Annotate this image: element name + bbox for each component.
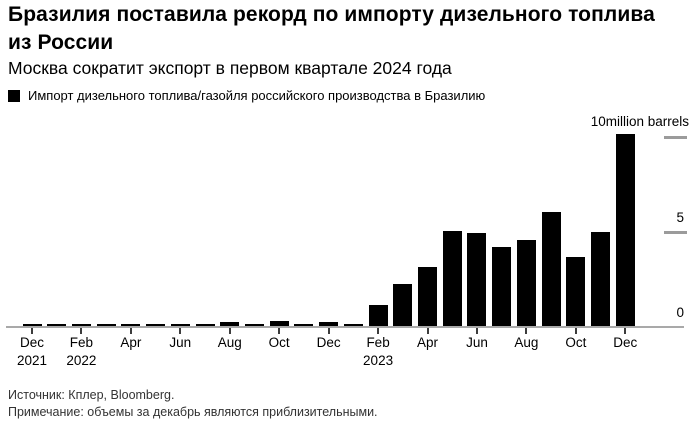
bar-nov-2022 [294,324,314,326]
bar-mar-2023 [393,284,413,326]
bar-apr-2022 [121,324,141,326]
bar-sep-2023 [541,212,561,326]
page-subtitle: Москва сократит экспорт в первом квартал… [8,58,452,78]
x-tick-label-jun: Jun [466,335,488,350]
bar-feb-2022 [71,324,91,326]
bar-may-2022 [146,324,166,326]
x-tick-label-feb2023: Feb [366,335,390,350]
x-tick-aug [525,328,528,334]
x-tick-jun [475,328,478,334]
y-axis-unit-label: 10million barrels [591,114,689,129]
y-tick-label-10: 10 [590,114,606,129]
page-title: Бразилия поставила рекорд по импорту диз… [8,3,655,54]
x-tick-label-apr: Apr [417,335,439,350]
x-tick-oct [278,328,281,334]
bar-jun-2023 [467,232,487,326]
bar-dec-2023 [615,134,635,326]
x-tick-apr [129,328,132,334]
x-tick-apr [426,328,429,334]
bar-chart: 10million barrels 5 0 Dec 2021 Feb 2022 Apr J… [0,111,692,381]
x-tick-label-dec: Dec [613,335,638,350]
x-tick-dec [327,328,330,334]
legend-label: Импорт дизельного топлива/газойля россий… [28,88,486,103]
x-tick-label-oct: Oct [268,335,290,350]
x-tick-label-dec2021: Dec [19,335,44,350]
x-tick-label-jun: Jun [169,335,192,350]
x-tick-year-2022: 2022 [66,353,97,368]
bar-jan-2022 [47,324,67,326]
x-tick-oct [574,328,577,334]
chart-legend: Импорт дизельного топлива/газойля россий… [8,88,485,103]
bar-may-2023 [442,231,462,326]
bar-aug-2022 [220,322,240,326]
bar-oct-2023 [566,256,586,326]
x-tick-label-apr: Apr [120,335,142,350]
bar-aug-2023 [516,239,536,326]
x-tick-year-2023: 2023 [363,353,394,368]
x-tick-label-dec: Dec [316,335,341,350]
bar-oct-2022 [269,321,289,326]
bar-jul-2023 [492,247,512,326]
bar-dec-2022 [319,322,339,326]
x-tick-label-aug: Aug [514,335,539,350]
x-tick-dec [624,328,627,334]
x-tick-label-feb2022: Feb [69,335,94,350]
bar-feb-2023 [368,305,388,326]
bar-nov-2023 [591,231,611,326]
bar-jun-2022 [170,324,190,326]
bar-jul-2022 [195,324,215,326]
bar-dec-2021 [22,324,42,326]
x-tick-feb2023 [377,328,380,334]
bar-apr-2023 [418,267,438,326]
x-tick-aug [228,328,231,334]
y-tick-dash-10 [664,136,687,139]
x-tick-feb2022 [80,328,83,334]
x-axis-line [6,326,684,328]
y-tick-label-5: 5 [676,210,684,225]
x-tick-label-oct: Oct [565,335,587,350]
x-tick-jun [179,328,182,334]
approximation-note: Примечание: объемы за декабрь являются п… [8,405,378,419]
legend-swatch-icon [8,89,20,102]
y-tick-label-0: 0 [676,305,684,320]
y-axis-unit-text: million barrels [605,114,689,129]
bar-jan-2023 [343,324,363,326]
x-tick-dec2021 [31,328,33,334]
x-tick-year-2021: 2021 [16,353,48,368]
x-tick-label-aug: Aug [217,335,242,350]
bar-sep-2022 [244,324,264,326]
source-note: Источник: Кплер, Bloomberg. [8,388,175,402]
y-tick-dash-5 [664,231,687,234]
bar-mar-2022 [96,324,116,326]
